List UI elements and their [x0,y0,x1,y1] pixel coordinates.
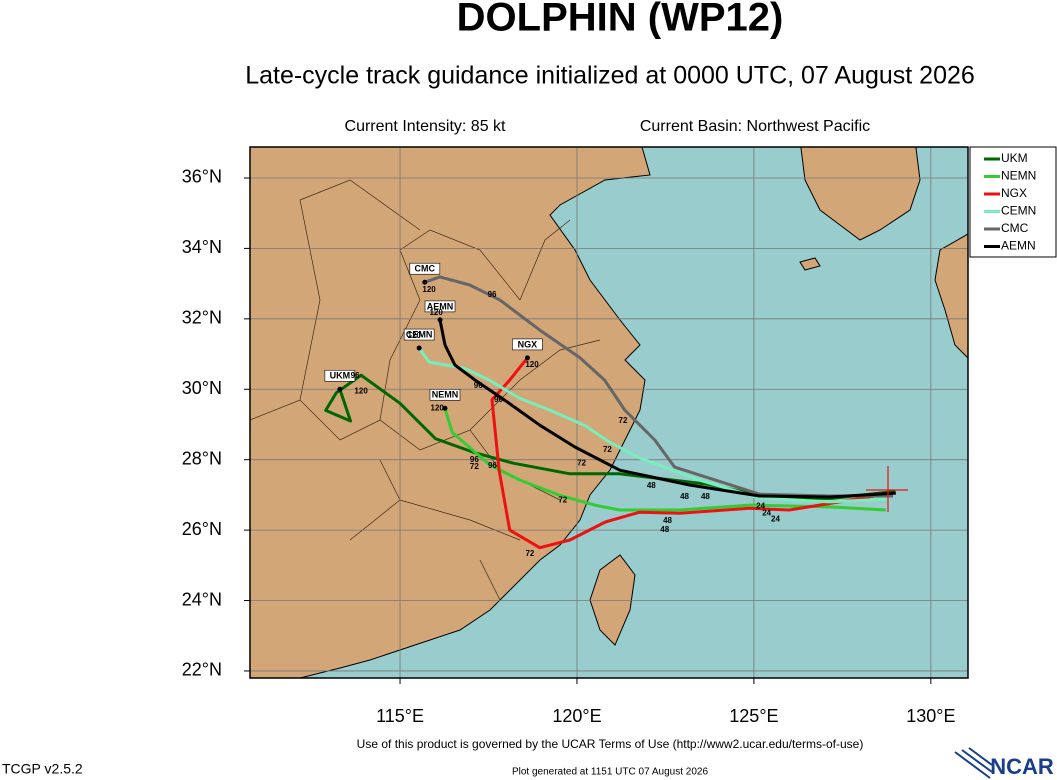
hour-label: 24 [771,514,780,523]
hour-label: 96 [494,395,503,404]
hour-label: 24 [762,508,771,517]
model-tag-box [429,388,461,401]
hour-label: 48 [660,525,669,534]
y-tick-label: 36°N [182,167,222,187]
hour-label: 120 [422,285,436,294]
legend-label: CMC [1001,221,1029,235]
y-tick-label: 32°N [182,308,222,328]
model-tag: CMC [409,262,441,275]
hour-label: 120 [431,403,445,412]
map-frame [249,146,969,679]
generated: Plot generated at 1151 UTC 07 August 202… [512,767,709,778]
hour-label: 72 [525,549,534,558]
legend [969,146,1057,258]
hour-label: 96 [488,290,497,299]
track-end [437,317,443,323]
track-line [424,275,893,498]
track-end [337,386,343,392]
legend-label: UKM [1001,151,1028,165]
y-tick-label: 22°N [182,660,222,680]
model-tag: UKM [324,369,356,382]
model-tag: CEMN [403,328,435,341]
hour-label: 24 [756,501,765,510]
hour-label: 48 [701,492,710,501]
hour-label: 96 [351,371,360,380]
y-tick-label: 24°N [182,589,222,609]
title: DOLPHIN (WP12) [457,0,784,40]
terms: Use of this product is governed by the U… [357,737,864,751]
track-end [442,405,448,411]
hour-label: 72 [577,458,586,467]
hour-label: 120 [525,360,539,369]
hour-label: 72 [619,416,628,425]
y-tick-label: 26°N [182,519,222,539]
x-tick-label: 125°E [729,706,778,726]
hour-label: 120 [408,331,422,340]
map [250,147,968,678]
y-tick-label: 28°N [182,448,222,468]
hour-label: 96 [470,455,479,464]
model-tag-label: NGX [518,339,538,349]
grid [250,147,968,678]
jeju [799,257,821,271]
logo-mark [954,747,993,779]
hour-label: 48 [647,481,656,490]
model-tag-box [403,328,435,341]
hour-label: 120 [354,386,368,395]
hour-label: 96 [474,381,483,390]
model-tag-label: CMC [415,264,436,274]
model-tag: NEMN [429,388,461,401]
model-tag-label: NEMN [432,390,459,400]
intensity: Current Intensity: 85 kt [345,118,507,135]
x-tick-label: 115°E [376,706,424,726]
track-line [438,319,896,499]
hour-label: 72 [558,495,567,504]
model-tag: NGX [512,338,543,351]
hour-label: 48 [680,492,689,501]
hour-label: 72 [603,445,612,454]
track-line [417,347,886,504]
subtitle: Late-cycle track guidance initialized at… [245,62,975,90]
basin: Current Basin: Northwest Pacific [640,118,870,135]
model-tag-box [424,300,456,313]
x-tick-label: 120°E [552,706,601,726]
legend-label: NGX [1001,186,1027,200]
korea [800,147,921,241]
taiwan [589,554,636,646]
initial-position [866,466,908,512]
legend-label: NEMN [1001,169,1036,183]
version: TCGP v2.5.2 [2,761,83,777]
hour-label: 48 [663,516,672,525]
hour-label: 96 [488,461,497,470]
track-line [490,356,882,550]
model-tag-label: UKM [330,371,351,381]
logo: NCAR [990,754,1054,779]
model-tag-box [324,369,356,382]
hour-label: 72 [470,462,479,471]
y-tick-label: 34°N [182,237,222,257]
track-line [443,407,886,512]
legend-label: AEMN [1001,239,1036,253]
japan [934,233,968,359]
model-tag-label: CEMN [406,329,433,339]
model-tag-box [409,262,441,275]
model-tag-box [512,338,543,351]
legend-label: CEMN [1001,204,1036,218]
x-tick-label: 130°E [906,706,955,726]
track-end [416,345,422,351]
track-end [524,355,530,361]
model-tag-label: AEMN [427,301,454,311]
y-tick-label: 30°N [182,378,222,398]
tracks: UKM NEMN NGX CEMN CMC AEMN 96 120 120 96 120 120 96 9… [324,262,896,558]
hour-label: 120 [429,308,443,317]
model-tag: AEMN [424,300,456,313]
track-end [422,279,428,285]
